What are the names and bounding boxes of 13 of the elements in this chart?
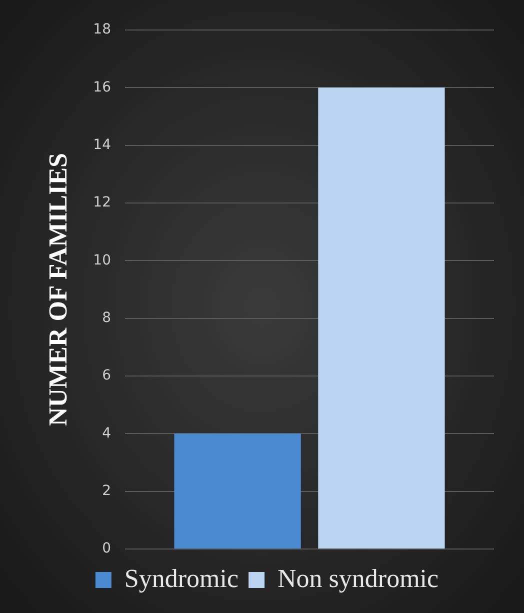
legend-label: Syndromic xyxy=(124,564,239,593)
y-tick-label: 12 xyxy=(93,194,112,211)
y-tick-label: 8 xyxy=(102,310,112,326)
y-tick-label: 10 xyxy=(93,252,112,268)
y-tick-label: 4 xyxy=(102,425,112,442)
y-axis-title: NUMER OF FAMILIES xyxy=(43,153,72,426)
y-tick-label: 18 xyxy=(93,22,112,38)
y-tick-label: 14 xyxy=(93,136,112,153)
y-tick-label: 0 xyxy=(102,540,112,557)
y-tick-label: 2 xyxy=(102,482,112,499)
legend-label: Non syndromic xyxy=(278,564,439,593)
y-tick-label: 6 xyxy=(102,368,112,384)
y-tick-label: 16 xyxy=(93,79,112,96)
